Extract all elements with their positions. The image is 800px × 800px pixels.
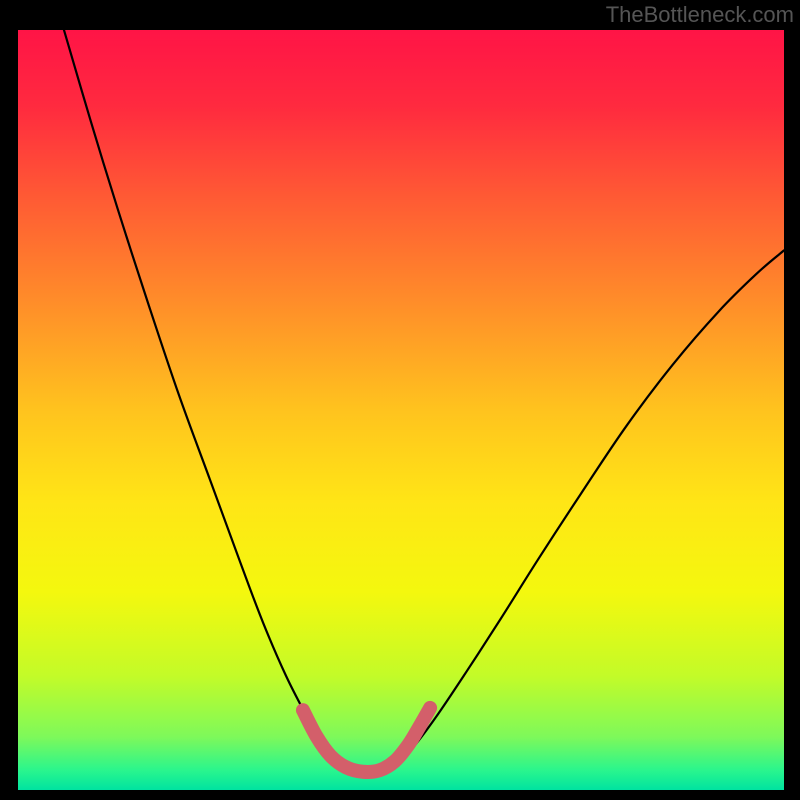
plot-area <box>18 30 784 790</box>
gradient-background <box>18 30 784 790</box>
image-canvas: TheBottleneck.com <box>0 0 800 800</box>
watermark-text: TheBottleneck.com <box>606 2 794 28</box>
plot-svg <box>18 30 784 790</box>
